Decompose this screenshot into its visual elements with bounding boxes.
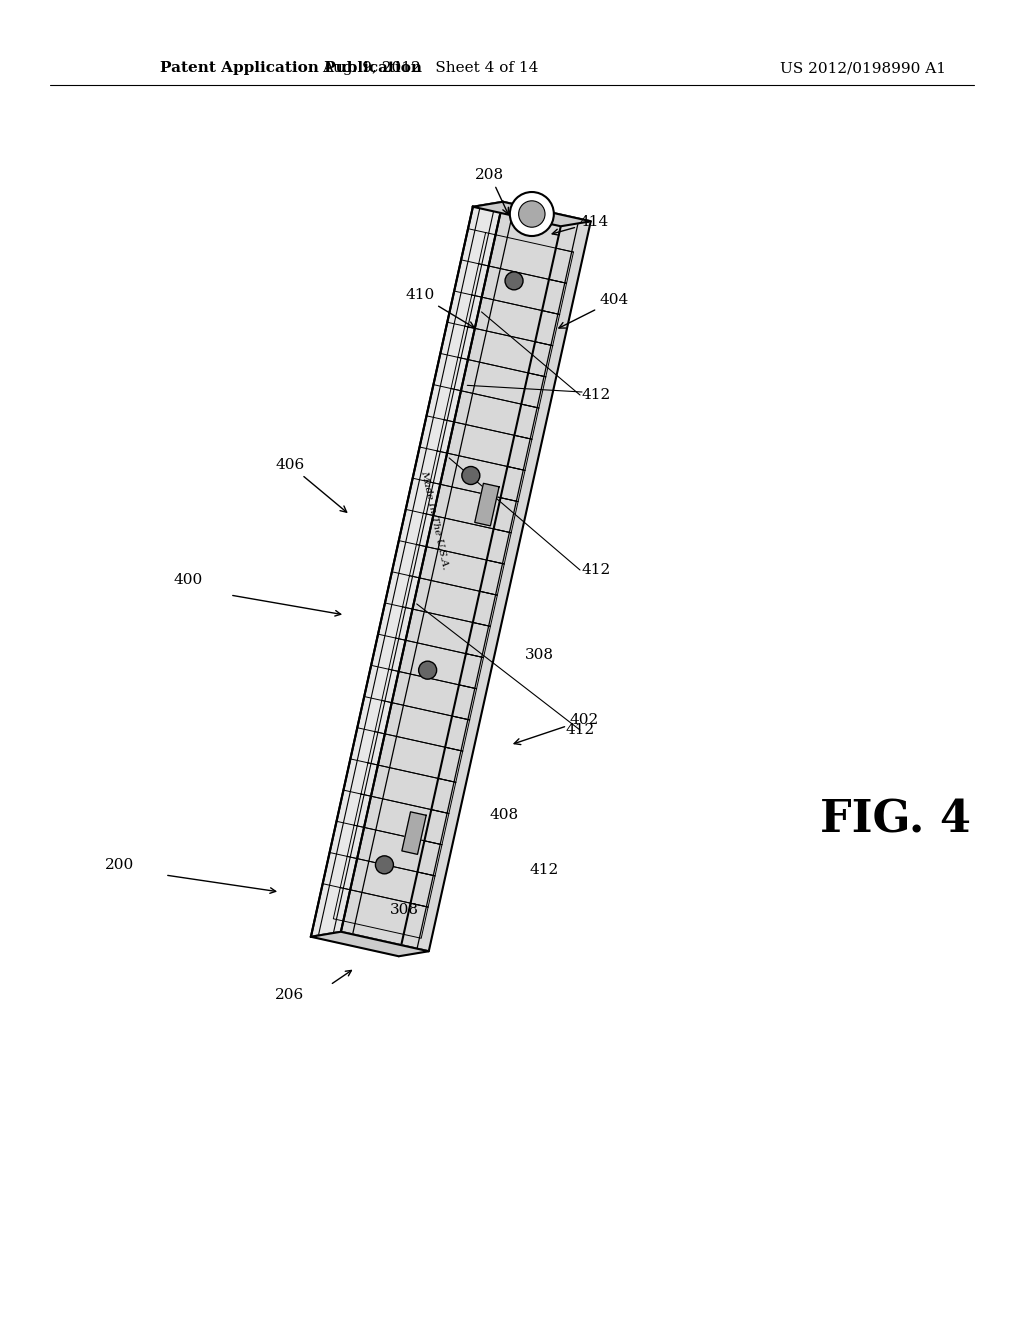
Polygon shape bbox=[334, 887, 428, 939]
Polygon shape bbox=[423, 482, 518, 533]
Text: 308: 308 bbox=[525, 648, 554, 663]
Polygon shape bbox=[473, 202, 591, 226]
Polygon shape bbox=[410, 544, 504, 595]
Polygon shape bbox=[347, 825, 442, 876]
Text: 412: 412 bbox=[530, 863, 559, 876]
Text: 408: 408 bbox=[490, 808, 519, 822]
Circle shape bbox=[376, 855, 393, 874]
Polygon shape bbox=[382, 669, 476, 719]
Text: FIG. 4: FIG. 4 bbox=[820, 799, 971, 842]
Text: 208: 208 bbox=[475, 168, 508, 214]
Polygon shape bbox=[437, 420, 531, 470]
Polygon shape bbox=[417, 513, 511, 564]
Polygon shape bbox=[395, 607, 490, 657]
Polygon shape bbox=[402, 576, 498, 627]
Polygon shape bbox=[475, 483, 499, 525]
Polygon shape bbox=[389, 638, 483, 689]
Text: 402: 402 bbox=[514, 713, 599, 744]
Polygon shape bbox=[458, 326, 553, 376]
Polygon shape bbox=[451, 358, 546, 408]
Text: 406: 406 bbox=[275, 458, 347, 512]
Polygon shape bbox=[341, 202, 591, 952]
Polygon shape bbox=[340, 857, 435, 907]
Text: 412: 412 bbox=[565, 723, 594, 737]
Text: 404: 404 bbox=[559, 293, 630, 329]
Polygon shape bbox=[311, 202, 503, 937]
Text: Aug. 9, 2012   Sheet 4 of 14: Aug. 9, 2012 Sheet 4 of 14 bbox=[322, 61, 539, 75]
Polygon shape bbox=[311, 932, 429, 956]
Text: Made In The U.S.A.: Made In The U.S.A. bbox=[420, 470, 451, 570]
Text: 414: 414 bbox=[552, 215, 609, 235]
Polygon shape bbox=[368, 731, 463, 783]
Circle shape bbox=[505, 272, 523, 290]
Circle shape bbox=[419, 661, 436, 680]
Text: 412: 412 bbox=[582, 564, 611, 577]
Polygon shape bbox=[354, 795, 449, 845]
Text: 200: 200 bbox=[105, 858, 134, 873]
Polygon shape bbox=[472, 264, 566, 314]
Text: 308: 308 bbox=[390, 903, 419, 917]
Polygon shape bbox=[361, 763, 456, 813]
Polygon shape bbox=[478, 232, 573, 284]
Circle shape bbox=[510, 191, 554, 236]
Circle shape bbox=[462, 466, 480, 484]
Polygon shape bbox=[401, 812, 426, 854]
Polygon shape bbox=[444, 388, 539, 440]
Text: 412: 412 bbox=[582, 388, 611, 403]
Text: 400: 400 bbox=[173, 573, 203, 587]
Text: Patent Application Publication: Patent Application Publication bbox=[160, 61, 422, 75]
Polygon shape bbox=[375, 701, 470, 751]
Text: 410: 410 bbox=[406, 288, 474, 327]
Polygon shape bbox=[465, 294, 560, 346]
Text: US 2012/0198990 A1: US 2012/0198990 A1 bbox=[780, 61, 946, 75]
Circle shape bbox=[518, 201, 545, 227]
Text: 206: 206 bbox=[275, 987, 304, 1002]
Polygon shape bbox=[430, 451, 525, 502]
